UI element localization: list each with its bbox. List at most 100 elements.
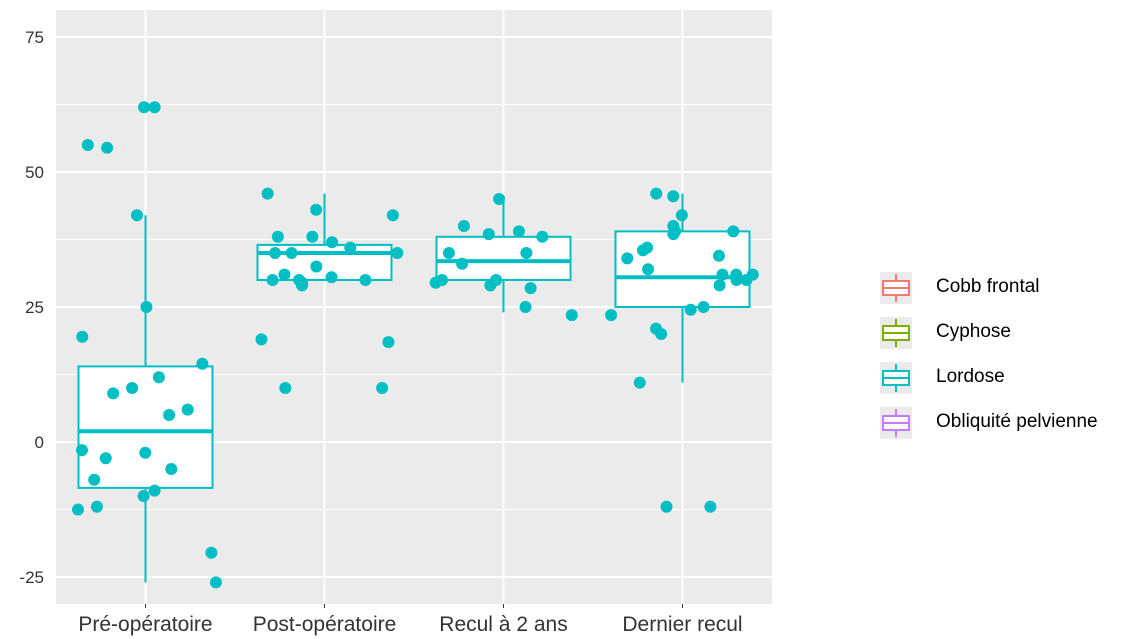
data-point	[442, 247, 455, 259]
data-point	[101, 141, 114, 154]
data-point	[456, 257, 469, 270]
box-body	[614, 230, 751, 308]
data-point	[163, 409, 176, 421]
data-point	[484, 279, 497, 292]
data-point	[667, 228, 680, 241]
legend-item-cyphose: Cyphose	[880, 315, 1129, 360]
data-point	[269, 247, 282, 259]
y-tick-label: 25	[25, 298, 44, 317]
data-point	[493, 193, 506, 205]
legend-label: Obliquité pelvienne	[936, 411, 1098, 432]
data-point	[637, 244, 650, 257]
data-point	[148, 484, 161, 497]
legend-item-lordose: Lordose	[880, 360, 1129, 405]
data-point	[326, 236, 339, 249]
data-point	[684, 303, 697, 316]
legend-key-icon	[880, 362, 912, 394]
data-point	[727, 225, 740, 238]
data-point	[391, 247, 404, 259]
data-point	[140, 301, 153, 313]
box	[435, 199, 572, 313]
data-point	[285, 247, 298, 259]
data-point	[621, 252, 634, 265]
data-point	[152, 371, 165, 384]
x-axis-ticks: Pré-opératoire Post-opératoire Recul à 2 a…	[78, 604, 743, 636]
data-points	[72, 101, 759, 589]
data-point	[137, 490, 150, 502]
data-point	[524, 282, 537, 295]
data-point	[255, 333, 268, 346]
legend-key-icon	[880, 272, 912, 304]
data-point	[81, 139, 94, 151]
data-point	[76, 330, 89, 343]
legend-label: Cyphose	[936, 321, 1011, 342]
data-point	[88, 473, 101, 486]
y-tick-label: -25	[19, 568, 44, 587]
data-point	[72, 503, 85, 516]
legend-item-cobb-frontal: Cobb frontal	[880, 270, 1129, 315]
data-point	[310, 260, 323, 273]
data-point	[165, 463, 178, 475]
data-point	[536, 230, 549, 243]
data-point	[386, 209, 399, 222]
data-point	[704, 500, 717, 513]
data-point	[457, 220, 470, 232]
legend-key-icon	[880, 317, 912, 349]
data-point	[520, 247, 533, 259]
data-point	[99, 452, 112, 465]
data-point	[148, 101, 161, 114]
data-point	[482, 228, 495, 241]
x-tick-label: Recul à 2 ans	[439, 613, 567, 636]
data-point	[90, 500, 103, 513]
data-point	[139, 446, 152, 459]
data-point	[278, 268, 291, 281]
data-point	[605, 309, 618, 322]
data-point	[310, 203, 323, 216]
data-point	[209, 576, 222, 589]
x-tick-label: Pré-opératoire	[78, 613, 212, 636]
data-point	[138, 101, 151, 114]
data-point	[712, 249, 725, 262]
box-body	[77, 365, 214, 489]
data-point	[519, 301, 532, 313]
data-point	[261, 187, 274, 200]
data-point	[359, 274, 372, 286]
box	[77, 215, 214, 583]
y-tick-label: 75	[25, 28, 44, 47]
box-body	[435, 235, 572, 282]
data-point	[344, 241, 357, 254]
data-point	[382, 336, 395, 349]
box	[614, 193, 751, 383]
data-point	[279, 382, 292, 394]
data-point	[266, 274, 279, 286]
data-point	[697, 301, 710, 313]
data-point	[325, 271, 338, 284]
data-point	[130, 209, 143, 222]
data-point	[75, 444, 88, 457]
data-point	[196, 357, 209, 370]
data-point	[565, 309, 578, 322]
y-axis-ticks: -25 0 25 50 75	[19, 28, 44, 587]
y-tick-label: 50	[25, 163, 44, 182]
data-point	[205, 546, 218, 559]
legend-label: Lordose	[936, 366, 1005, 387]
data-point	[713, 279, 726, 292]
data-point	[306, 230, 319, 243]
data-point	[181, 403, 194, 416]
data-point	[633, 376, 646, 389]
data-point	[642, 263, 655, 276]
x-tick-label: Post-opératoire	[253, 613, 397, 636]
legend-item-obliquite-pelvienne: Obliquité pelvienne	[880, 405, 1129, 450]
legend: Cobb frontal Cyphose Lordose Obliquité p…	[880, 270, 1129, 450]
data-point	[667, 190, 680, 203]
x-tick-label: Dernier recul	[622, 613, 742, 636]
data-point	[271, 230, 284, 243]
data-point	[107, 387, 120, 400]
data-point	[675, 209, 688, 222]
y-tick-label: 0	[35, 433, 44, 452]
data-point	[716, 268, 729, 281]
data-point	[296, 279, 309, 292]
data-point	[655, 328, 668, 340]
data-point	[126, 382, 139, 394]
